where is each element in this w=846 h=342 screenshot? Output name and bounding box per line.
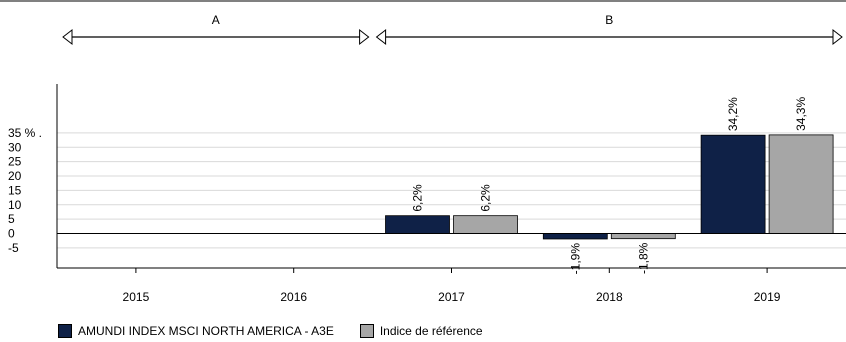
- legend: AMUNDI INDEX MSCI NORTH AMERICA - A3E In…: [58, 322, 509, 340]
- period-arrow: B: [375, 13, 843, 46]
- x-tick-label: 2019: [754, 290, 781, 304]
- x-tick-label: 2015: [123, 290, 150, 304]
- period-label: A: [212, 13, 220, 27]
- arrowhead-left: [62, 28, 73, 46]
- y-tick-label: 35 % .: [8, 126, 42, 140]
- axes: [56, 84, 846, 273]
- labels: 35 % .302520151050-56,2%-1,9%34,2%6,2%-1…: [8, 97, 808, 304]
- arrowhead-right: [832, 28, 843, 46]
- bar: [542, 233, 608, 240]
- legend-label-fund: AMUNDI INDEX MSCI NORTH AMERICA - A3E: [78, 324, 334, 338]
- y-tick-label: 20: [8, 169, 22, 183]
- arrowhead-right: [359, 28, 370, 46]
- y-tick-label: 5: [8, 212, 15, 226]
- y-tick-label: 25: [8, 155, 22, 169]
- y-tick-label: 0: [8, 227, 15, 241]
- y-tick-label: 30: [8, 140, 22, 154]
- x-tick-label: 2016: [280, 290, 307, 304]
- period-label: B: [605, 13, 613, 27]
- x-tick-label: 2017: [438, 290, 465, 304]
- legend-item-fund: AMUNDI INDEX MSCI NORTH AMERICA - A3E: [58, 324, 334, 338]
- data-label: 34,3%: [794, 97, 808, 131]
- x-tick-label: 2018: [596, 290, 623, 304]
- y-tick-label: 15: [8, 183, 22, 197]
- bar: [700, 134, 766, 234]
- data-label: 34,2%: [726, 97, 740, 131]
- bars: [385, 134, 834, 240]
- legend-swatch-benchmark: [359, 324, 374, 338]
- y-tick-label: 10: [8, 198, 22, 212]
- data-label: 6,2%: [479, 184, 493, 212]
- period-arrow: A: [62, 13, 370, 46]
- legend-swatch-fund: [58, 324, 72, 338]
- legend-item-benchmark: Indice de référence: [359, 324, 483, 338]
- bar: [385, 215, 450, 234]
- y-tick-label: -5: [8, 241, 19, 255]
- arrowhead-left: [375, 28, 387, 46]
- data-label: -1,8%: [636, 242, 650, 274]
- bar: [610, 233, 676, 240]
- bar: [453, 215, 518, 234]
- data-label: 6,2%: [411, 184, 425, 212]
- bar: [768, 134, 834, 234]
- legend-label-benchmark: Indice de référence: [379, 324, 483, 338]
- data-label: -1,9%: [568, 243, 582, 275]
